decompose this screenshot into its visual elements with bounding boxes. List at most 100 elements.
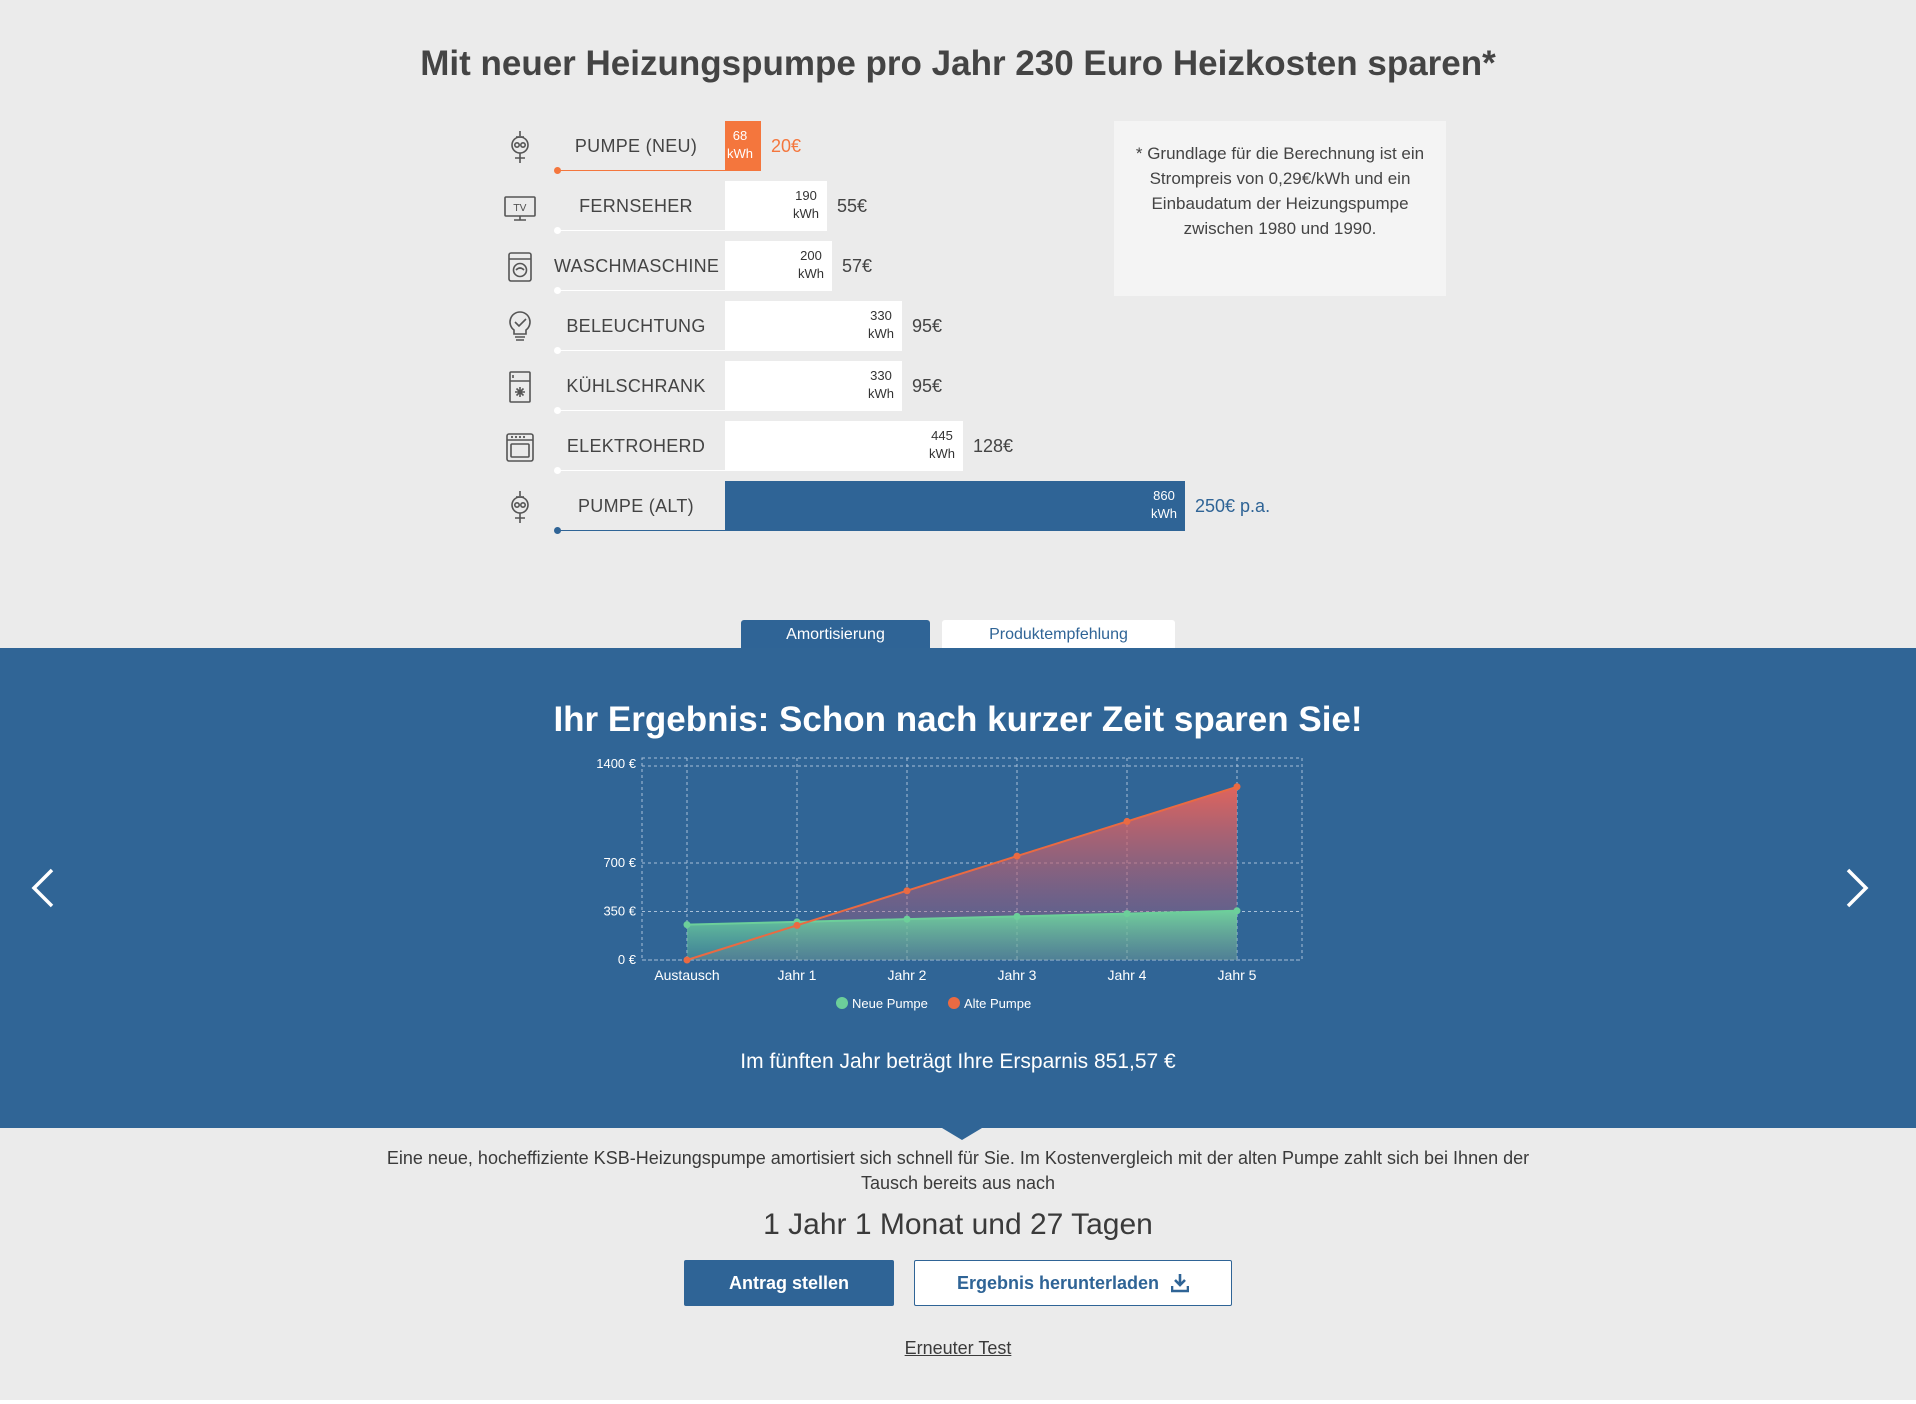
row-underline bbox=[558, 410, 725, 411]
row-dot bbox=[554, 227, 561, 234]
data-point bbox=[1013, 912, 1021, 920]
data-point bbox=[683, 956, 691, 964]
kwh-value: 68 kWh bbox=[727, 127, 753, 163]
y-tick-label: 0 € bbox=[618, 952, 637, 967]
kwh-value: 190 kWh bbox=[793, 187, 819, 223]
consumption-bar: 190 kWh bbox=[725, 181, 827, 231]
area-neue-pumpe bbox=[687, 910, 1237, 960]
data-point bbox=[683, 921, 691, 929]
chevron-left-icon[interactable] bbox=[22, 866, 62, 910]
x-tick-label: Jahr 1 bbox=[778, 967, 817, 983]
pump-icon bbox=[504, 130, 536, 164]
device-label: FERNSEHER bbox=[579, 196, 693, 216]
result-panel: Ihr Ergebnis: Schon nach kurzer Zeit spa… bbox=[0, 648, 1916, 1128]
consumption-comparison: PUMPE (NEU) 68 kWh 20€ TV FERNSEHER 190 kWh 55€ W… bbox=[0, 0, 1916, 560]
tab-amortisierung[interactable]: Amortisierung bbox=[741, 620, 930, 648]
amortization-description: Eine neue, hocheffiziente KSB-Heizungspu… bbox=[386, 1148, 1530, 1193]
row-underline bbox=[558, 530, 725, 531]
amortization-chart: 0 € 350 € 700 € 1400 € Austausch Jahr 1 Jahr 2… bbox=[596, 756, 1303, 1011]
kwh-number: 330 bbox=[870, 368, 892, 383]
y-tick-label: 350 € bbox=[603, 904, 636, 919]
data-point bbox=[1123, 817, 1131, 825]
retry-container: Erneuter Test bbox=[0, 1338, 1916, 1359]
chevron-right-icon[interactable] bbox=[1838, 866, 1878, 910]
kwh-unit: kWh bbox=[793, 206, 819, 221]
payback-time: 1 Jahr 1 Monat und 27 Tagen bbox=[763, 1208, 1153, 1241]
cost-value: 20€ bbox=[771, 136, 802, 156]
apply-button[interactable]: Antrag stellen bbox=[684, 1260, 894, 1306]
device-label: PUMPE (NEU) bbox=[574, 136, 698, 156]
footer-strip bbox=[0, 1400, 1916, 1404]
device-label: WASCHMASCHINE bbox=[554, 256, 720, 276]
cost-value: 95€ bbox=[912, 376, 943, 396]
row-underline bbox=[558, 350, 725, 351]
kwh-unit: kWh bbox=[929, 446, 955, 461]
kwh-unit: kWh bbox=[1151, 506, 1177, 521]
data-point bbox=[903, 887, 911, 895]
device-row: ELEKTROHERD 445 kWh 128€ bbox=[496, 421, 1396, 474]
download-button-label: Ergebnis herunterladen bbox=[956, 1272, 1160, 1293]
kwh-value: 330 kWh bbox=[868, 307, 894, 343]
consumption-bar: 200 kWh bbox=[725, 241, 832, 291]
device-row: WASCHMASCHINE 200 kWh 57€ bbox=[496, 241, 1396, 294]
chart-frame bbox=[641, 757, 1303, 961]
series-line bbox=[686, 785, 1238, 961]
device-label: ELEKTROHERD bbox=[566, 436, 706, 456]
data-point bbox=[1013, 852, 1021, 860]
page-title: Mit neuer Heizungspumpe pro Jahr 230 Eur… bbox=[420, 44, 1496, 83]
kwh-value: 860 kWh bbox=[1151, 487, 1177, 523]
row-underline bbox=[558, 230, 725, 231]
svg-text:TV: TV bbox=[513, 203, 527, 214]
row-dot bbox=[554, 287, 561, 294]
device-label: KÜHLSCHRANK bbox=[566, 376, 706, 396]
kwh-value: 445 kWh bbox=[929, 427, 955, 463]
kwh-unit: kWh bbox=[798, 266, 824, 281]
x-tick-label: Jahr 4 bbox=[1108, 967, 1147, 983]
legend-label: Neue Pumpe bbox=[852, 996, 928, 1011]
cost-value: 55€ bbox=[837, 196, 868, 216]
row-underline bbox=[558, 170, 725, 171]
device-label: BELEUCHTUNG bbox=[566, 316, 706, 336]
data-point bbox=[1233, 907, 1241, 915]
saving-text: Im fünften Jahr beträgt Ihre Ersparnis 8… bbox=[740, 1050, 1176, 1073]
row-underline bbox=[558, 470, 725, 471]
tab-produktempfehlung[interactable]: Produktempfehlung bbox=[942, 620, 1175, 648]
kwh-number: 190 bbox=[795, 188, 817, 203]
consumption-bar: 330 kWh bbox=[725, 361, 902, 411]
y-tick-label: 1400 € bbox=[596, 756, 637, 771]
cost-value: 57€ bbox=[842, 256, 873, 276]
legend-marker bbox=[948, 997, 960, 1009]
kwh-number: 200 bbox=[800, 248, 822, 263]
y-tick-label: 700 € bbox=[603, 855, 636, 870]
consumption-bar: 445 kWh bbox=[725, 421, 963, 471]
kwh-number: 68 bbox=[732, 128, 748, 143]
result-title: Ihr Ergebnis: Schon nach kurzer Zeit spa… bbox=[553, 700, 1363, 739]
kwh-number: 860 bbox=[1153, 488, 1175, 503]
device-row: KÜHLSCHRANK 330 kWh 95€ bbox=[496, 361, 1396, 414]
device-label: PUMPE (ALT) bbox=[578, 496, 694, 516]
x-tick-label: Jahr 3 bbox=[998, 967, 1037, 983]
consumption-bar: 860 kWh bbox=[725, 481, 1185, 531]
row-dot bbox=[554, 347, 561, 354]
device-row: PUMPE (ALT) 860 kWh 250€ p.a. bbox=[496, 481, 1396, 534]
data-point bbox=[1233, 783, 1241, 791]
row-dot bbox=[554, 407, 561, 414]
kwh-value: 330 kWh bbox=[868, 367, 894, 403]
stove-icon bbox=[504, 430, 536, 464]
apply-button-label: Antrag stellen bbox=[728, 1272, 850, 1293]
pump-icon bbox=[504, 490, 536, 524]
legend-label: Alte Pumpe bbox=[964, 996, 1031, 1011]
consumption-bar: 68 kWh bbox=[725, 121, 761, 171]
data-point bbox=[793, 921, 801, 929]
row-dot bbox=[554, 527, 561, 534]
lightbulb-icon bbox=[504, 310, 536, 344]
retry-link[interactable]: Erneuter Test bbox=[904, 1338, 1012, 1358]
download-button[interactable]: Ergebnis herunterladen bbox=[914, 1260, 1232, 1306]
x-tick-label: Austausch bbox=[654, 967, 719, 983]
row-dot bbox=[554, 167, 561, 174]
kwh-unit: kWh bbox=[868, 326, 894, 341]
data-point bbox=[1123, 910, 1131, 918]
washing-machine-icon bbox=[504, 250, 536, 284]
kwh-value: 200 kWh bbox=[798, 247, 824, 283]
panel-pointer bbox=[942, 1128, 982, 1140]
